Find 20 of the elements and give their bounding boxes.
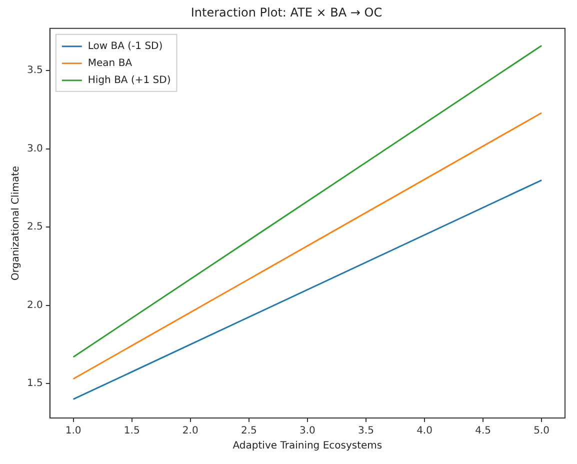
x-tick-label: 3.5 — [358, 426, 374, 437]
y-tick-label: 2.0 — [26, 300, 43, 311]
y-tick-label: 2.5 — [26, 222, 43, 233]
x-tick-label: 4.0 — [416, 426, 432, 437]
x-tick-label: 4.5 — [475, 426, 492, 437]
x-tick-label: 1.5 — [124, 426, 140, 437]
x-axis-title: Adaptive Training Ecosystems — [232, 440, 382, 452]
legend-label: Mean BA — [88, 58, 132, 69]
y-axis-title: Organizational Climate — [10, 166, 22, 280]
legend-label: High BA (+1 SD) — [88, 74, 171, 86]
x-tick-label: 2.0 — [182, 426, 198, 437]
legend-label: Low BA (-1 SD) — [88, 40, 163, 52]
x-tick-label: 3.0 — [300, 426, 316, 437]
x-tick-label: 2.5 — [240, 426, 257, 437]
y-tick-label: 1.5 — [26, 378, 43, 390]
y-tick-label: 3.0 — [26, 143, 43, 154]
x-tick-label: 1.0 — [65, 426, 82, 437]
y-tick-label: 3.5 — [26, 65, 43, 76]
chart-title: Interaction Plot: ATE × BA → OC — [190, 5, 382, 20]
x-tick-label: 5.0 — [534, 426, 550, 437]
